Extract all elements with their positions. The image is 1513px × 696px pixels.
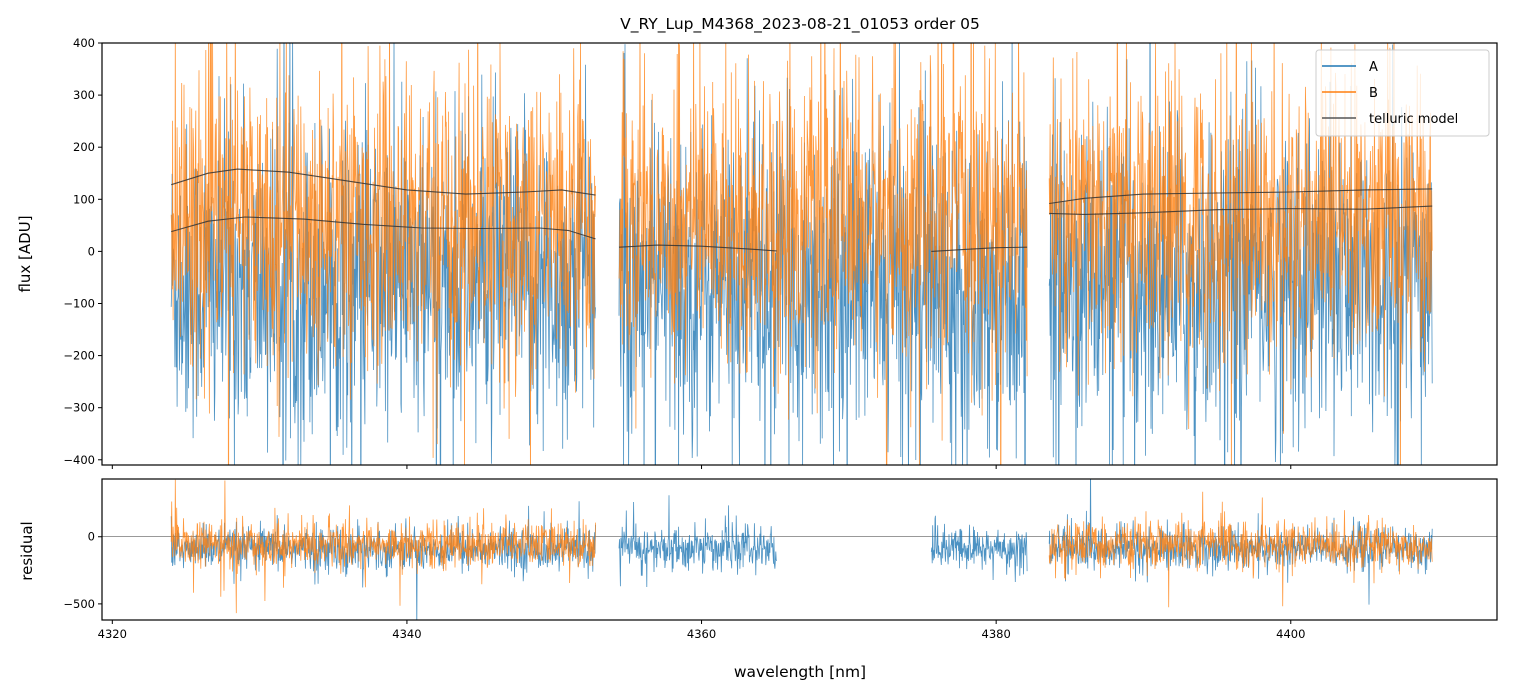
ytick-label: −500 — [63, 597, 95, 611]
xtick-label: 4340 — [392, 627, 421, 641]
telluric-model-line — [171, 216, 596, 240]
xlabel: wavelength [nm] — [734, 663, 866, 681]
ytick-label: 0 — [88, 244, 95, 258]
legend: A B telluric model — [1315, 49, 1490, 137]
xtick-label: 4360 — [687, 627, 716, 641]
ytick-label: −400 — [63, 453, 95, 467]
ytick-label: 100 — [73, 192, 95, 206]
ytick-label: −300 — [63, 401, 95, 415]
ytick-label: 0 — [88, 530, 95, 544]
flux-plot-area — [170, 43, 1433, 465]
chart-title: V_RY_Lup_M4368_2023-08-21_01053 order 05 — [620, 15, 980, 34]
legend-label-telluric: telluric model — [1369, 112, 1458, 127]
ytick-label: −100 — [63, 296, 95, 310]
xtick-label: 4400 — [1276, 627, 1305, 641]
series-a-flux — [170, 43, 596, 465]
series-b-residual — [1048, 491, 1433, 608]
telluric-model-line — [1049, 188, 1433, 205]
telluric-model-line — [618, 244, 777, 252]
telluric-model-line — [171, 168, 596, 196]
series-b-flux — [618, 43, 1028, 465]
series-a-residual — [618, 495, 778, 588]
ytick-label: 200 — [73, 140, 95, 154]
flux-axes-frame — [101, 42, 1498, 466]
ytick-label: 300 — [73, 88, 95, 102]
legend-label-b: B — [1369, 86, 1378, 101]
series-b-residual — [170, 479, 596, 614]
residual-ylabel: residual — [18, 521, 36, 580]
flux-ylabel: flux [ADU] — [16, 215, 34, 292]
telluric-model-line — [931, 246, 1028, 252]
ytick-label: −200 — [63, 349, 95, 363]
series-b-flux — [1048, 43, 1433, 465]
residual-plot-area — [102, 479, 1497, 620]
telluric-model-line — [1049, 205, 1433, 215]
ytick-label: 400 — [73, 36, 95, 50]
series-a-flux — [618, 43, 1028, 465]
legend-label-a: A — [1369, 60, 1378, 75]
series-a-residual — [170, 501, 596, 620]
xtick-label: 4320 — [98, 627, 127, 641]
xtick-label: 4380 — [982, 627, 1011, 641]
series-a-residual — [930, 515, 1028, 583]
residual-axes-frame — [101, 478, 1498, 621]
